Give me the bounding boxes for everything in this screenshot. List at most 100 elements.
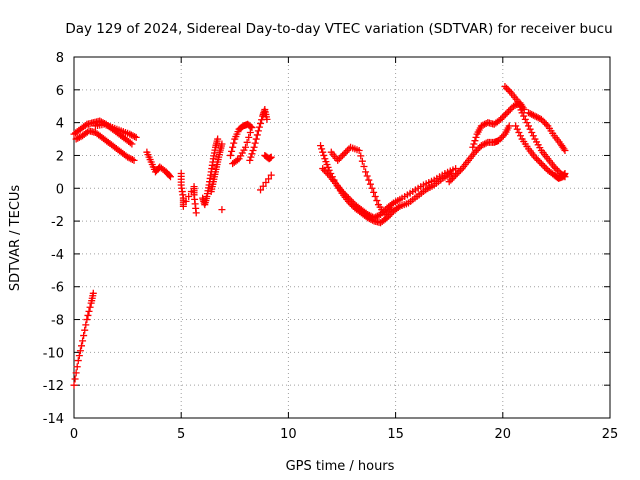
data-point: [552, 165, 560, 173]
data-point: [357, 152, 365, 160]
data-point: [521, 115, 529, 123]
data-point: [452, 165, 460, 173]
data-point: [75, 133, 83, 141]
data-point: [534, 114, 542, 122]
data-point: [248, 150, 256, 158]
data-point: [384, 207, 392, 215]
data-point: [185, 192, 193, 200]
data-point: [387, 204, 395, 212]
data-point: [504, 86, 512, 94]
data-point: [528, 128, 536, 136]
data-point: [127, 155, 135, 163]
data-point: [471, 148, 479, 156]
data-point: [512, 122, 520, 130]
data-point: [541, 119, 549, 127]
data-point: [265, 175, 273, 183]
data-point: [348, 197, 356, 205]
data-point: [498, 133, 506, 141]
data-point: [79, 337, 87, 345]
data-point: [456, 166, 464, 174]
data-point: [469, 143, 477, 151]
x-tick-label: 10: [280, 427, 297, 442]
x-tick-label: 25: [602, 427, 619, 442]
data-point: [367, 212, 375, 220]
data-point: [76, 347, 84, 355]
series-arc-7: [199, 135, 222, 209]
series-arc-12: [319, 165, 460, 222]
data-point: [481, 120, 489, 128]
data-point: [72, 369, 80, 377]
data-point: [560, 145, 568, 153]
data-point: [371, 192, 379, 200]
data-point: [340, 150, 348, 158]
data-point: [501, 83, 509, 91]
data-point: [542, 120, 550, 128]
data-point: [447, 176, 455, 184]
data-point: [192, 209, 200, 217]
data-point: [498, 114, 506, 122]
data-point: [553, 166, 561, 174]
data-point: [267, 153, 275, 161]
data-point: [246, 156, 254, 164]
data-point: [394, 204, 402, 212]
data-point: [343, 147, 351, 155]
data-point: [497, 115, 505, 123]
data-point: [218, 206, 226, 214]
data-point: [182, 197, 190, 205]
data-point: [342, 148, 350, 156]
data-point: [358, 157, 366, 165]
data-point: [130, 156, 138, 164]
data-point: [477, 122, 485, 130]
data-point: [320, 166, 328, 174]
data-point: [250, 143, 258, 151]
data-point: [339, 151, 347, 159]
data-point: [70, 381, 78, 389]
data-point: [73, 363, 81, 371]
data-point: [214, 135, 222, 143]
data-point: [257, 119, 265, 127]
series-arc-10: [246, 106, 275, 194]
data-point: [448, 174, 456, 182]
y-tick-label: 8: [56, 51, 64, 66]
data-point: [126, 139, 134, 147]
series-arc-4: [91, 120, 140, 141]
data-point: [479, 141, 487, 149]
data-point: [520, 112, 528, 120]
data-point: [541, 163, 549, 171]
data-point: [477, 142, 485, 150]
data-point: [499, 132, 507, 140]
plot-frame: [73, 56, 611, 419]
data-point: [82, 321, 90, 329]
data-point: [536, 158, 544, 166]
data-point: [561, 170, 569, 178]
data-point: [338, 188, 346, 196]
data-point: [337, 153, 345, 161]
series-arc-1: [70, 289, 97, 389]
data-point: [129, 132, 137, 140]
data-point: [254, 127, 262, 135]
data-point: [534, 156, 542, 164]
data-point: [561, 147, 569, 155]
data-point: [445, 178, 453, 186]
data-point: [318, 145, 326, 153]
data-point: [83, 316, 91, 324]
data-point: [218, 140, 226, 148]
data-point: [259, 182, 267, 190]
data-point: [334, 156, 342, 164]
y-tick-label: 2: [56, 149, 64, 164]
data-point: [227, 151, 235, 159]
data-point: [86, 303, 94, 311]
data-point: [245, 133, 253, 141]
data-point: [528, 110, 536, 118]
data-point: [345, 145, 353, 153]
series-arc-5: [143, 148, 174, 181]
data-point: [505, 122, 513, 130]
series-arc-14: [445, 122, 513, 186]
data-point: [481, 140, 489, 148]
data-point: [262, 179, 270, 187]
data-point: [506, 106, 514, 114]
data-point: [246, 128, 254, 136]
data-point: [381, 211, 389, 219]
data-point: [230, 139, 238, 147]
data-point: [132, 133, 140, 141]
